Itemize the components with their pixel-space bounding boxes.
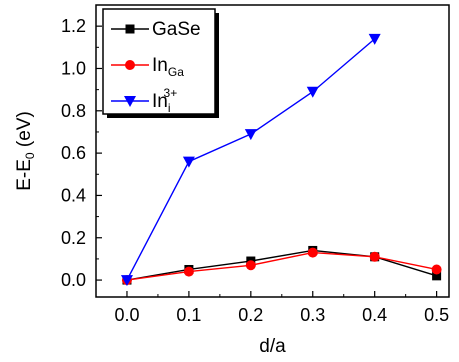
y-axis-label: E-E0 (eV): [14, 111, 37, 191]
y-axis-label-subscript: 0: [23, 152, 37, 159]
x-tick-label: 0.3: [300, 305, 325, 325]
data-point: [182, 156, 195, 168]
data-point: [244, 129, 257, 141]
x-tick-label: 0.5: [424, 305, 449, 325]
legend-box: [102, 8, 216, 115]
y-tick-label: 0.6: [61, 143, 86, 163]
series-line: [126, 249, 437, 281]
y-tick-label: 0.2: [61, 228, 86, 248]
data-point: [183, 266, 194, 277]
data-point: [306, 86, 319, 98]
series-line: [126, 251, 437, 281]
plot-frame: [95, 4, 450, 298]
data-point: [432, 271, 442, 281]
legend-label: GaSe: [152, 19, 201, 40]
legend-entry-0: GaSe: [111, 19, 201, 40]
x-tick-label: 0.4: [362, 305, 387, 325]
series-0: [122, 245, 442, 285]
legend-label: InGa: [152, 55, 184, 79]
data-point: [368, 33, 381, 45]
data-point: [431, 264, 442, 275]
series-layer: [120, 33, 442, 287]
y-tick-label: 0.4: [61, 185, 86, 205]
data-point: [369, 251, 380, 262]
data-point: [245, 260, 256, 271]
legend-entry-1: InGa: [111, 55, 184, 79]
y-axis-label-unit: (eV): [14, 111, 35, 152]
legend-marker: [125, 24, 135, 34]
x-tick-label: 0.2: [238, 305, 263, 325]
y-tick-label: 0.8: [61, 101, 86, 121]
y-axis-label-main: E-E: [14, 159, 35, 191]
x-tick-label: 0.1: [176, 305, 201, 325]
legend-entry-2: Ini3+: [111, 86, 177, 115]
legend-label: Ini3+: [152, 86, 177, 115]
ticks: 0.0 0.1 0.2 0.3 0.4 0.5 0.0 0.2 0.4 0.6 0.8 1.0 1.2: [61, 16, 449, 325]
y-tick-label: 0.0: [61, 270, 86, 290]
y-tick-label: 1.0: [61, 58, 86, 78]
y-tick-label: 1.2: [61, 16, 86, 36]
data-point: [120, 275, 133, 287]
x-axis-label: d/a: [259, 336, 286, 357]
series-1: [121, 247, 442, 286]
legend-marker: [125, 60, 135, 70]
x-tick-label: 0.0: [114, 305, 139, 325]
series-2: [120, 33, 381, 287]
data-point: [307, 247, 318, 258]
legend-marker: [124, 96, 136, 107]
legend: GaSe InGa Ini3+: [102, 8, 219, 118]
